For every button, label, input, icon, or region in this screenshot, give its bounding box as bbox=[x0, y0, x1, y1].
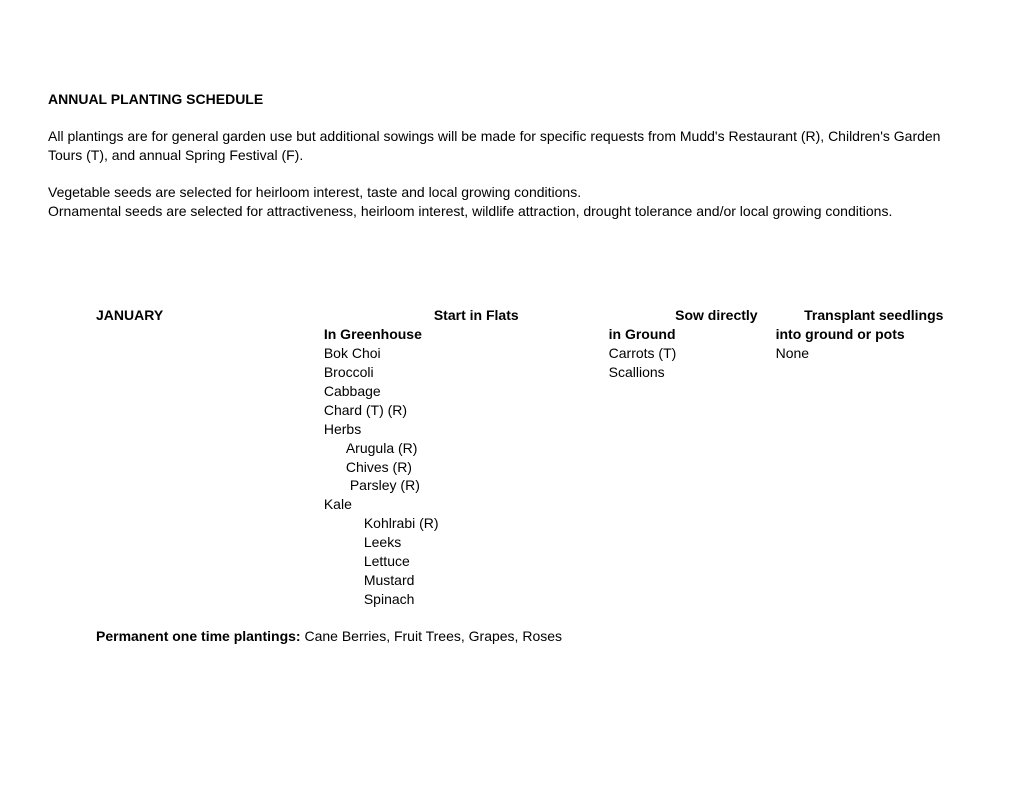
plant-item: None bbox=[776, 344, 972, 363]
schedule-table: JANUARY Start in Flats In Greenhouse Bok… bbox=[48, 306, 972, 608]
greenhouse-header-1: Start in Flats bbox=[324, 306, 609, 325]
plant-item: Chives (R) bbox=[324, 458, 609, 477]
plant-item: Kale bbox=[324, 495, 609, 514]
plant-item: Parsley (R) bbox=[324, 476, 609, 495]
permanent-label: Permanent one time plantings: bbox=[96, 628, 304, 644]
transplant-header-2: into ground or pots bbox=[776, 325, 972, 344]
plant-item: Leeks bbox=[324, 533, 609, 552]
plant-item: Herbs bbox=[324, 420, 609, 439]
plant-item: Broccoli bbox=[324, 363, 609, 382]
permanent-plantings: Permanent one time plantings: Cane Berri… bbox=[48, 627, 972, 646]
plant-item: Kohlrabi (R) bbox=[324, 514, 609, 533]
greenhouse-header-2: In Greenhouse bbox=[324, 325, 609, 344]
plant-item: Cabbage bbox=[324, 382, 609, 401]
plant-item: Mustard bbox=[324, 571, 609, 590]
plant-item: Bok Choi bbox=[324, 344, 609, 363]
column-ground: Sow directly in Ground Carrots (T) Scall… bbox=[609, 306, 776, 608]
plant-item: Scallions bbox=[609, 363, 776, 382]
intro-line-2: Vegetable seeds are selected for heirloo… bbox=[48, 184, 581, 200]
plant-item: Chard (T) (R) bbox=[324, 401, 609, 420]
intro-line-3: Ornamental seeds are selected for attrac… bbox=[48, 203, 892, 219]
ground-header-1: Sow directly bbox=[609, 306, 776, 325]
plant-item: Carrots (T) bbox=[609, 344, 776, 363]
plant-item: Spinach bbox=[324, 590, 609, 609]
page-title: ANNUAL PLANTING SCHEDULE bbox=[48, 90, 972, 109]
plant-item: Lettuce bbox=[324, 552, 609, 571]
transplant-header-1: Transplant seedlings bbox=[776, 306, 972, 325]
intro-paragraph-2: Vegetable seeds are selected for heirloo… bbox=[48, 183, 972, 221]
month-label: JANUARY bbox=[96, 306, 324, 325]
permanent-value: Cane Berries, Fruit Trees, Grapes, Roses bbox=[304, 628, 562, 644]
column-month: JANUARY bbox=[48, 306, 324, 608]
column-greenhouse: Start in Flats In Greenhouse Bok Choi Br… bbox=[324, 306, 609, 608]
intro-paragraph-1: All plantings are for general garden use… bbox=[48, 127, 972, 165]
column-transplant: Transplant seedlings into ground or pots… bbox=[776, 306, 972, 608]
plant-item: Arugula (R) bbox=[324, 439, 609, 458]
ground-header-2: in Ground bbox=[609, 325, 776, 344]
